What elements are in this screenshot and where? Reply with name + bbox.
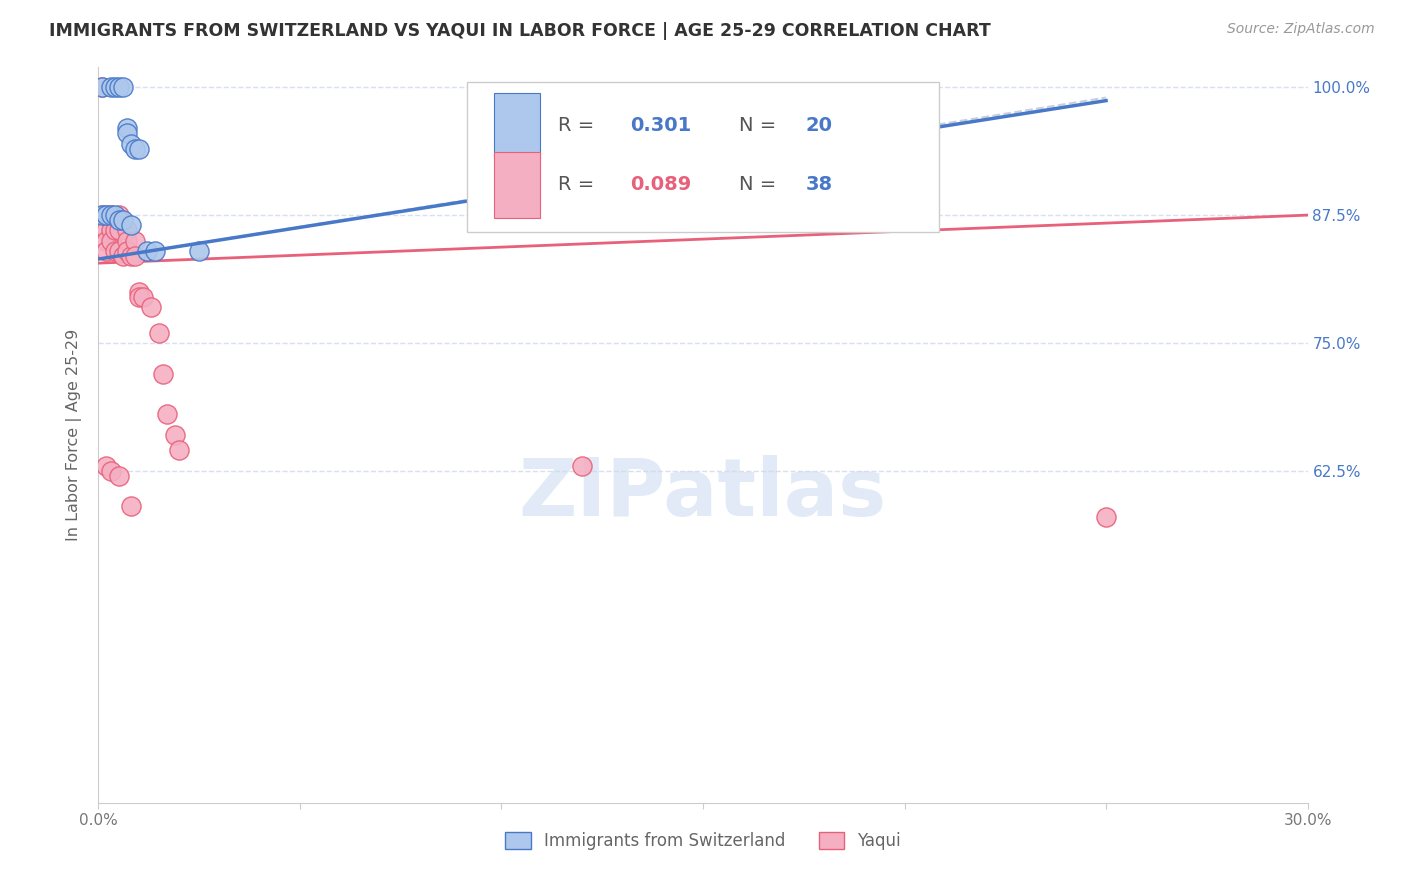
Text: ZIPatlas: ZIPatlas: [519, 455, 887, 533]
Point: [107, 213, 129, 227]
Point: [139, 300, 162, 314]
Point: [152, 367, 174, 381]
Point: [96, 458, 118, 473]
Point: [100, 234, 122, 248]
Point: [103, 244, 125, 258]
Point: [96, 244, 118, 258]
Point: [120, 219, 142, 233]
Point: [148, 326, 170, 340]
Point: [100, 208, 122, 222]
Text: 38: 38: [806, 175, 832, 194]
Point: [91, 80, 114, 95]
FancyBboxPatch shape: [494, 152, 540, 218]
Point: [103, 208, 125, 222]
Point: [124, 142, 146, 156]
FancyBboxPatch shape: [467, 82, 939, 233]
Legend: Immigrants from Switzerland, Yaqui: Immigrants from Switzerland, Yaqui: [499, 825, 907, 857]
Point: [91, 208, 114, 222]
Point: [156, 408, 179, 422]
Point: [100, 464, 122, 478]
Point: [124, 249, 146, 263]
Point: [120, 136, 142, 151]
Text: IMMIGRANTS FROM SWITZERLAND VS YAQUI IN LABOR FORCE | AGE 25-29 CORRELATION CHAR: IMMIGRANTS FROM SWITZERLAND VS YAQUI IN …: [49, 22, 991, 40]
Point: [1095, 509, 1118, 524]
Point: [128, 142, 150, 156]
Text: 0.301: 0.301: [630, 116, 692, 136]
Point: [188, 244, 211, 258]
Point: [124, 234, 146, 248]
Y-axis label: In Labor Force | Age 25-29: In Labor Force | Age 25-29: [66, 329, 83, 541]
Point: [128, 285, 150, 299]
Point: [96, 234, 118, 248]
Point: [115, 244, 138, 258]
Point: [143, 244, 166, 258]
Point: [107, 244, 129, 258]
Point: [107, 468, 129, 483]
Point: [571, 458, 593, 473]
Point: [120, 500, 142, 514]
Point: [96, 208, 118, 222]
Point: [115, 223, 138, 237]
Text: 20: 20: [806, 116, 832, 136]
Point: [91, 208, 114, 222]
Point: [135, 244, 157, 258]
Point: [111, 249, 134, 263]
Point: [103, 80, 125, 95]
Text: R =: R =: [558, 175, 600, 194]
Point: [120, 249, 142, 263]
Text: 0.089: 0.089: [630, 175, 692, 194]
Text: R =: R =: [558, 116, 600, 136]
Text: N =: N =: [740, 116, 783, 136]
FancyBboxPatch shape: [494, 93, 540, 159]
Point: [163, 427, 186, 442]
Point: [103, 223, 125, 237]
Point: [96, 223, 118, 237]
Point: [107, 80, 129, 95]
Point: [115, 234, 138, 248]
Point: [111, 80, 134, 95]
Point: [91, 80, 114, 95]
Point: [107, 223, 129, 237]
Point: [107, 208, 129, 222]
Point: [128, 290, 150, 304]
Point: [115, 126, 138, 140]
Point: [103, 213, 125, 227]
Point: [111, 213, 134, 227]
Text: N =: N =: [740, 175, 783, 194]
Point: [100, 80, 122, 95]
Point: [100, 213, 122, 227]
Point: [115, 121, 138, 136]
Point: [167, 443, 190, 458]
Point: [100, 223, 122, 237]
Point: [100, 208, 122, 222]
Point: [96, 208, 118, 222]
Point: [132, 290, 155, 304]
Text: Source: ZipAtlas.com: Source: ZipAtlas.com: [1227, 22, 1375, 37]
